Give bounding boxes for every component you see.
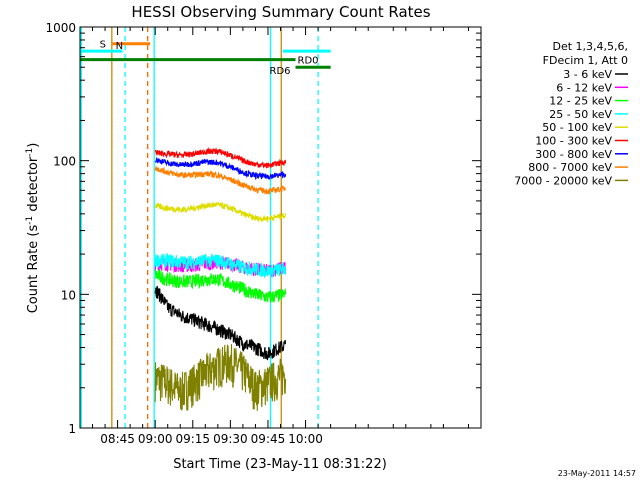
y-label-part1: Count Rate (s — [26, 225, 41, 314]
series-line-0 — [154, 286, 287, 361]
plot-area: S N RD0 RD6 — [80, 27, 331, 428]
legend-label-0: 3 - 6 keV — [563, 68, 612, 81]
y-tick-label-0: 1 — [68, 422, 76, 436]
legend-label-7: 800 - 7000 keV — [528, 161, 612, 174]
legend-label-6: 300 - 800 keV — [535, 148, 612, 161]
x-tick-label-2: 09:15 — [175, 432, 210, 446]
series-line-2 — [154, 268, 287, 303]
y-axis-label: Count Rate (s-1 detector-1) — [25, 143, 41, 314]
x-tick-label-5: 10:00 — [288, 432, 323, 446]
rd0-flag-label: RD0 — [298, 56, 319, 67]
axes: 08:45 09:00 09:15 09:30 09:45 10:00 1 10 100 1000 — [45, 21, 482, 446]
legend-label-5: 100 - 300 keV — [535, 135, 612, 148]
x-tick-label-4: 09:45 — [251, 432, 286, 446]
legend-header-line2: FDecim 1, Att 0 — [543, 54, 628, 67]
x-tick-label-1: 09:00 — [138, 432, 173, 446]
y-tick-label-1: 10 — [61, 288, 76, 302]
series-line-4 — [154, 201, 287, 224]
saa-flag-label: S — [100, 40, 106, 51]
legend: Det 1,3,4,5,6, FDecim 1, Att 0 3 - 6 keV… — [514, 40, 628, 187]
x-axis-label: Start Time (23-May-11 08:31:22) — [173, 457, 387, 472]
x-tick-label-3: 09:30 — [213, 432, 248, 446]
y-label-sup1: -1 — [25, 216, 35, 225]
legend-label-8: 7000 - 20000 keV — [514, 174, 612, 187]
legend-label-3: 25 - 50 keV — [549, 108, 612, 121]
y-label-part3: ) — [26, 143, 41, 148]
series-line-5 — [154, 146, 287, 169]
generated-timestamp: 23-May-2011 14:57 — [558, 469, 636, 478]
series-line-7 — [154, 166, 287, 196]
y-tick-label-3: 1000 — [45, 21, 76, 35]
y-tick-label-2: 100 — [53, 155, 76, 169]
chart-title: HESSI Observing Summary Count Rates — [131, 3, 430, 21]
legend-label-2: 12 - 25 keV — [549, 95, 612, 108]
legend-label-4: 50 - 100 keV — [542, 121, 612, 134]
night-flag-label: N — [116, 41, 123, 52]
y-label-sup2: -1 — [25, 148, 35, 157]
series-line-3 — [154, 253, 287, 279]
series-line-6 — [154, 157, 287, 181]
legend-label-1: 6 - 12 keV — [556, 81, 612, 94]
y-label-part2: detector — [26, 156, 41, 216]
series-line-8 — [154, 344, 287, 411]
x-tick-label-0: 08:45 — [100, 432, 135, 446]
rd6-flag-label: RD6 — [270, 66, 291, 77]
legend-header-line1: Det 1,3,4,5,6, — [552, 40, 628, 53]
